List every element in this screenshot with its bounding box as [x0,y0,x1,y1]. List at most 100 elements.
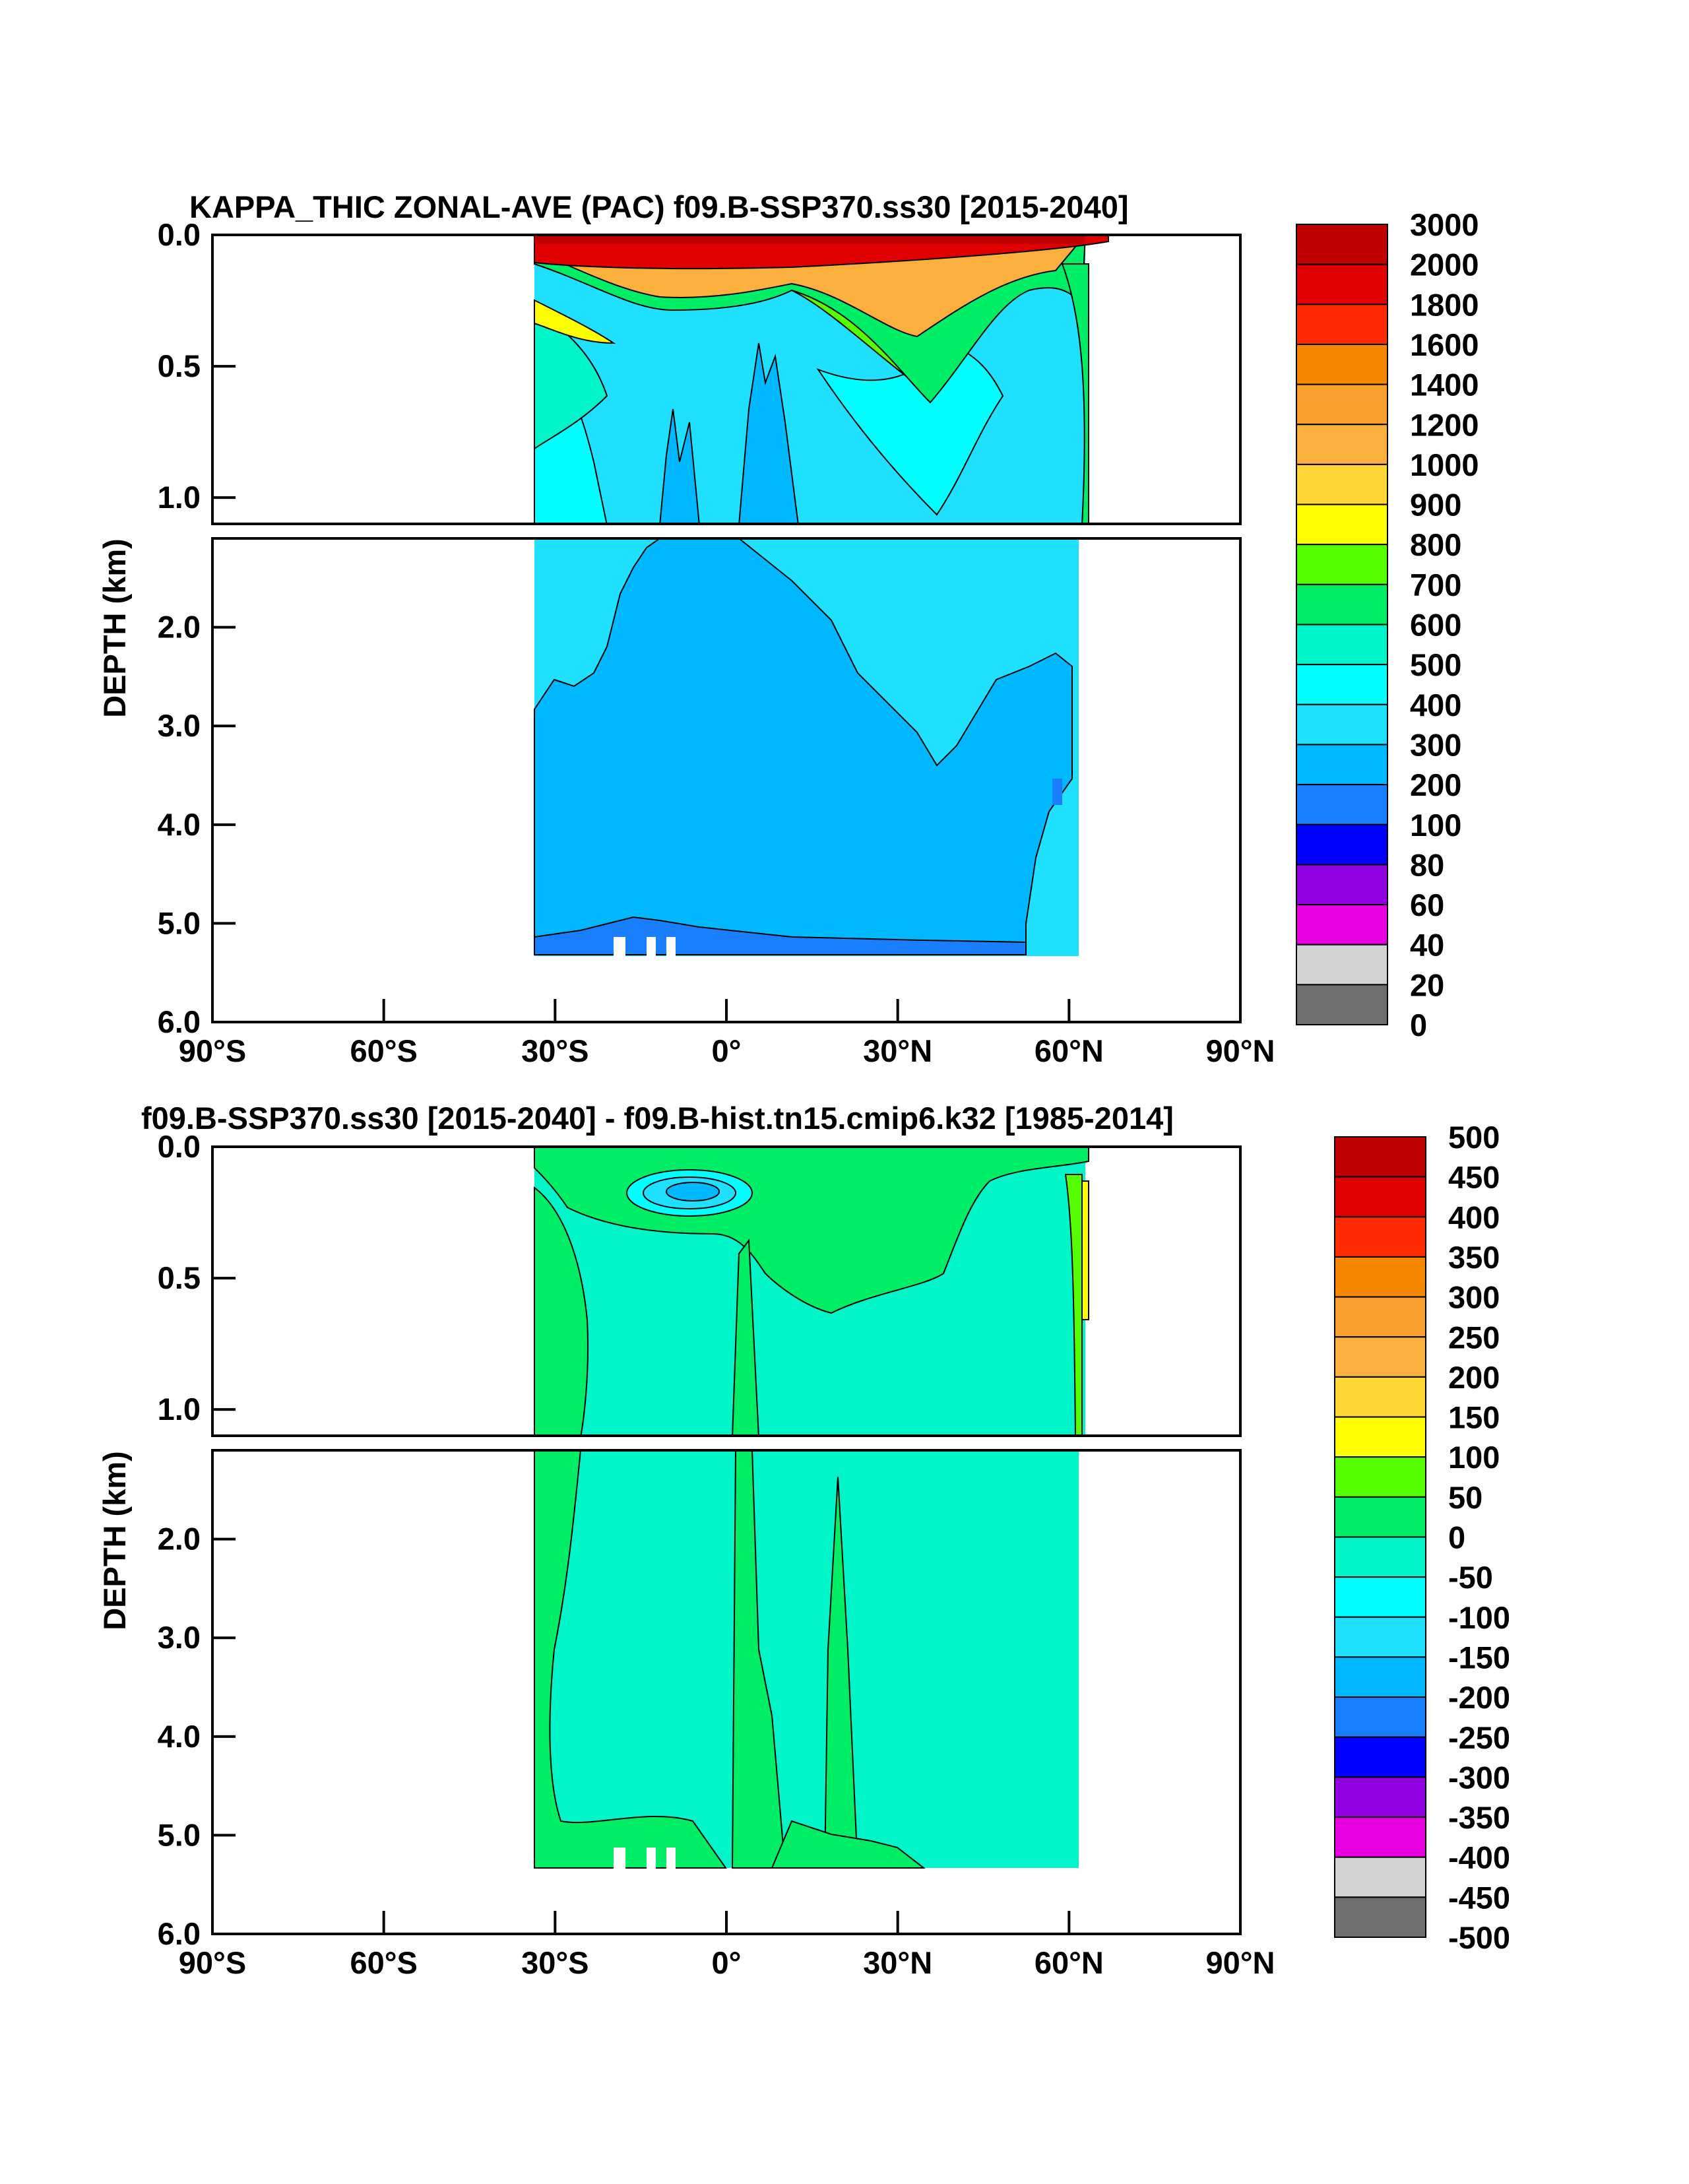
colorbar-swatch [1296,664,1388,705]
y-tick-label: 2.0 [158,1522,201,1557]
colorbar-label: 1400 [1410,368,1479,402]
colorbar-label: -300 [1448,1760,1510,1795]
colorbar-swatch [1296,343,1388,385]
field-region-100 [534,916,1027,955]
colorbar-label: 20 [1410,967,1444,1002]
colorbar-label: 1200 [1410,407,1479,442]
colorbar-swatch [1334,1336,1426,1378]
colorbar-label: 900 [1410,488,1461,523]
colorbar-swatch [1334,1816,1426,1858]
colorbar-label: -100 [1448,1600,1510,1635]
colorbar-swatch [1334,1856,1426,1898]
x-tick-label: 60°S [350,1033,417,1068]
colorbar-swatch [1296,503,1388,546]
colorbar-swatch [1334,1296,1426,1338]
panel-2: f09.B-SSP370.ss30 [2015-2040] - f09.B-hi… [97,1101,1510,1980]
field-region-50-south [534,1186,589,1436]
colorbar-label: 200 [1448,1360,1500,1395]
colorbar-swatch [1334,1736,1426,1778]
colorbar-label: 2000 [1410,247,1479,282]
x-tick-label: 90°N [1205,1033,1275,1068]
colorbar-label: 600 [1410,608,1461,643]
colorbar-label: 40 [1410,928,1444,963]
colorbar-label: -500 [1448,1920,1510,1955]
field-missing-6 [666,1847,676,1869]
colorbar-label: -400 [1448,1840,1510,1875]
field-region-50-equator [732,1238,759,1436]
panel-1-lower-field [534,538,1079,957]
colorbar-label: 1000 [1410,447,1479,482]
colorbar-swatch [1334,1656,1426,1698]
colorbar-swatch [1296,463,1388,505]
colorbar-swatch [1334,1896,1426,1939]
colorbar-swatch [1296,784,1388,825]
x-tick-label: 60°S [350,1945,417,1980]
colorbar-swatch [1296,304,1388,345]
colorbar-swatch [1296,984,1388,1025]
field-north-front [1061,263,1089,524]
y-tick-label: 6.0 [158,1916,201,1951]
colorbar-swatch [1296,823,1388,866]
y-tick-label: 3.0 [158,708,201,743]
x-tick-label: 0° [712,1945,742,1980]
y-tick-label: 0.0 [158,217,201,252]
colorbar-swatch [1334,1416,1426,1458]
colorbar-swatch [1334,1616,1426,1658]
colorbar-label: 250 [1448,1320,1500,1355]
x-tick-label: 60°N [1035,1033,1104,1068]
panel-2-upper-frame [211,1145,1242,1437]
colorbar-swatch [1296,864,1388,906]
panel-1-colorbar: 3000200018001600140012001000900800700600… [1296,207,1479,1043]
colorbar-label: 1800 [1410,287,1479,322]
y-tick-label: 6.0 [158,1004,201,1039]
y-tick-label: 4.0 [158,807,201,842]
colorbar-label: -350 [1448,1800,1510,1835]
field-region-200 [534,538,1073,955]
field-equator-spikes [659,342,799,524]
colorbar-label: 450 [1448,1160,1500,1195]
y-tick-label: 5.0 [158,905,201,940]
colorbar-label: 400 [1448,1200,1500,1235]
colorbar-swatch [1334,1456,1426,1498]
colorbar-swatch [1334,1496,1426,1538]
y-tick-label: 2.0 [158,610,201,645]
colorbar-swatch [1334,1536,1426,1578]
colorbar-label: 200 [1410,767,1461,802]
colorbar-label: 150 [1448,1400,1500,1435]
colorbar-swatch [1296,224,1388,265]
colorbar-label: -450 [1448,1880,1510,1915]
colorbar-label: 400 [1410,688,1461,723]
y-tick-label: 0.5 [158,1260,201,1295]
colorbar-swatch [1296,383,1388,426]
colorbar-swatch [1334,1256,1426,1298]
x-tick-label: 90°N [1205,1945,1275,1980]
colorbar-label: 100 [1410,808,1461,843]
colorbar-swatch [1334,1176,1426,1218]
x-tick-label: 30°N [863,1033,932,1068]
colorbar-label: -250 [1448,1720,1510,1755]
colorbar-swatch [1296,583,1388,626]
colorbar-swatch [1296,263,1388,305]
field-region-neg150 [666,1182,720,1202]
colorbar-swatch [1296,944,1388,986]
x-tick-label: 30°S [521,1033,589,1068]
colorbar-swatch [1334,1216,1426,1258]
field-north-edge-100 [1064,1174,1083,1436]
panel-2-title: f09.B-SSP370.ss30 [2015-2040] - f09.B-hi… [141,1101,1174,1136]
colorbar-swatch [1296,424,1388,465]
y-tick-label: 0.0 [158,1129,201,1164]
colorbar-label: -150 [1448,1640,1510,1675]
panel-1-title: KAPPA_THIC ZONAL-AVE (PAC) f09.B-SSP370.… [189,189,1129,224]
x-tick-label: 30°S [521,1945,589,1980]
colorbar-label: -200 [1448,1680,1510,1715]
colorbar-label: 500 [1410,647,1461,682]
x-tick-label: 30°N [863,1945,932,1980]
x-tick-label: 90°S [179,1945,246,1980]
colorbar-label: 0 [1448,1520,1465,1555]
colorbar-label: 300 [1448,1280,1500,1315]
colorbar-swatch [1334,1136,1426,1178]
field-region-0-deep [534,1450,1079,1868]
y-tick-label: 1.0 [158,1392,201,1427]
panel-2-ylabel: DEPTH (km) [97,1451,132,1630]
